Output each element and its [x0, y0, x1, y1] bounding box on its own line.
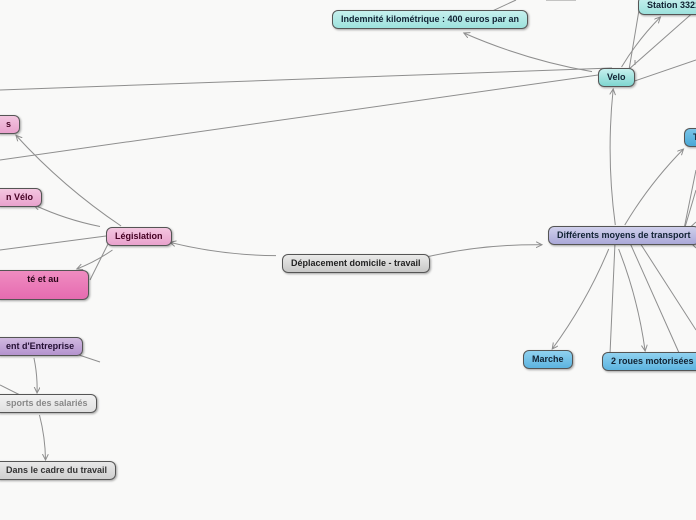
- node-cadre[interactable]: Dans le cadre du travail: [0, 461, 116, 480]
- node-moyens[interactable]: Différents moyens de transport: [548, 226, 696, 245]
- node-deuxroues[interactable]: 2 roues motorisées: [602, 352, 696, 371]
- node-legislation[interactable]: Législation: [106, 227, 172, 246]
- node-entreprise[interactable]: ent d'Entreprise: [0, 337, 83, 356]
- node-station[interactable]: Station 3321: [638, 0, 696, 15]
- node-s[interactable]: s: [0, 115, 20, 134]
- node-tr[interactable]: Tr: [684, 128, 696, 147]
- node-teetau[interactable]: té et au: [0, 270, 89, 300]
- node-deplacement[interactable]: Déplacement domicile - travail: [282, 254, 430, 273]
- node-indemnite[interactable]: Indemnité kilométrique : 400 euros par a…: [332, 10, 528, 29]
- node-transports[interactable]: sports des salariés: [0, 394, 97, 413]
- node-nvelo[interactable]: n Vélo: [0, 188, 42, 207]
- node-velo[interactable]: Velo: [598, 68, 635, 87]
- node-marche[interactable]: Marche: [523, 350, 573, 369]
